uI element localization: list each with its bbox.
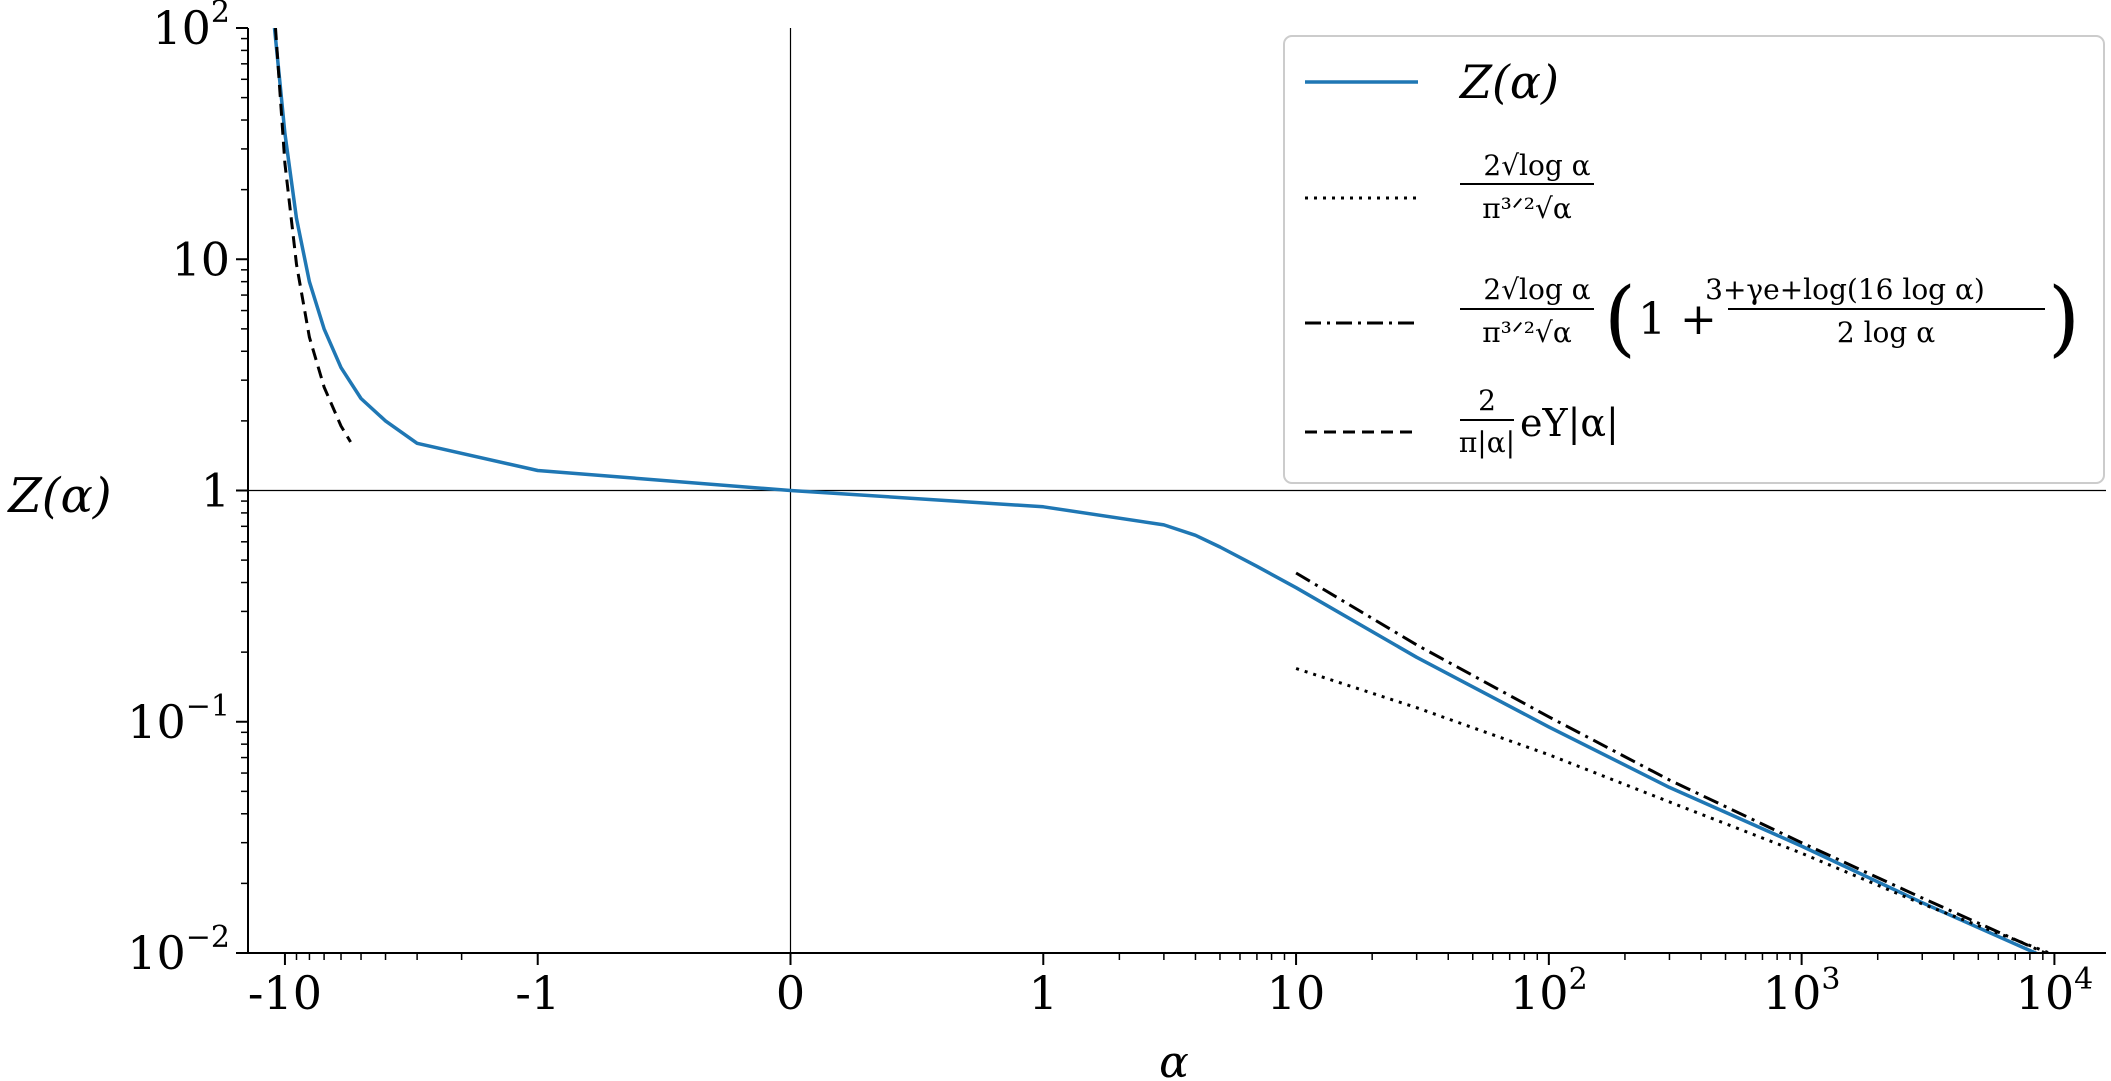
x-tick-label-3: 1 xyxy=(1029,966,1058,1020)
x-tick-label-2: 0 xyxy=(776,966,805,1020)
y-tick-label-4: 10−2 xyxy=(127,920,230,980)
series-line-2 xyxy=(1295,571,2049,953)
legend-close-paren: ) xyxy=(2048,271,2080,366)
series-line-3 xyxy=(274,28,352,443)
x-tick-label-5: 102 xyxy=(1510,962,1588,1020)
legend-numerator-asymptotic: 2√log α xyxy=(1483,149,1590,182)
legend-inner-numerator: 3+γe+log(16 log α) xyxy=(1705,273,1985,306)
y-axis-label: Z(α) xyxy=(6,468,111,524)
y-tick-label-3: 10−1 xyxy=(127,689,230,749)
series-line-1 xyxy=(1295,667,2054,953)
x-tick-label-1: -1 xyxy=(515,966,560,1020)
legend-denominator-negative: π|α| xyxy=(1459,426,1515,459)
legend-denominator-corrected: π³ᐟ²√α xyxy=(1482,316,1572,349)
legend-numerator-corrected: 2√log α xyxy=(1483,273,1590,306)
x-tick-label-7: 104 xyxy=(2016,962,2094,1020)
legend: Z(α) 2√log α π³ᐟ²√α 2√log α π³ᐟ²√α ( 1 +… xyxy=(1283,35,2105,484)
x-tick-label-0: -10 xyxy=(248,966,322,1020)
legend-numerator-negative: 2 xyxy=(1478,384,1496,417)
legend-label-z: Z(α) xyxy=(1458,55,1559,109)
legend-exponential: eΥ|α| xyxy=(1520,401,1619,445)
legend-open-paren: ( xyxy=(1604,271,1636,366)
y-tick-label-2: 1 xyxy=(201,464,230,518)
series-line-0 xyxy=(272,28,2040,953)
legend-frame xyxy=(1283,35,2105,484)
x-tick-label-4: 10 xyxy=(1267,966,1326,1020)
y-tick-label-1: 10 xyxy=(171,232,230,286)
legend-denominator-asymptotic: π³ᐟ²√α xyxy=(1482,192,1572,225)
legend-inner-denominator: 2 log α xyxy=(1837,316,1935,349)
legend-one-plus: 1 + xyxy=(1638,294,1717,345)
x-tick-label-6: 103 xyxy=(1763,962,1841,1020)
y-tick-label-0: 102 xyxy=(152,0,230,55)
x-axis-label: α xyxy=(1159,1037,1189,1081)
series-layer xyxy=(272,28,2054,953)
